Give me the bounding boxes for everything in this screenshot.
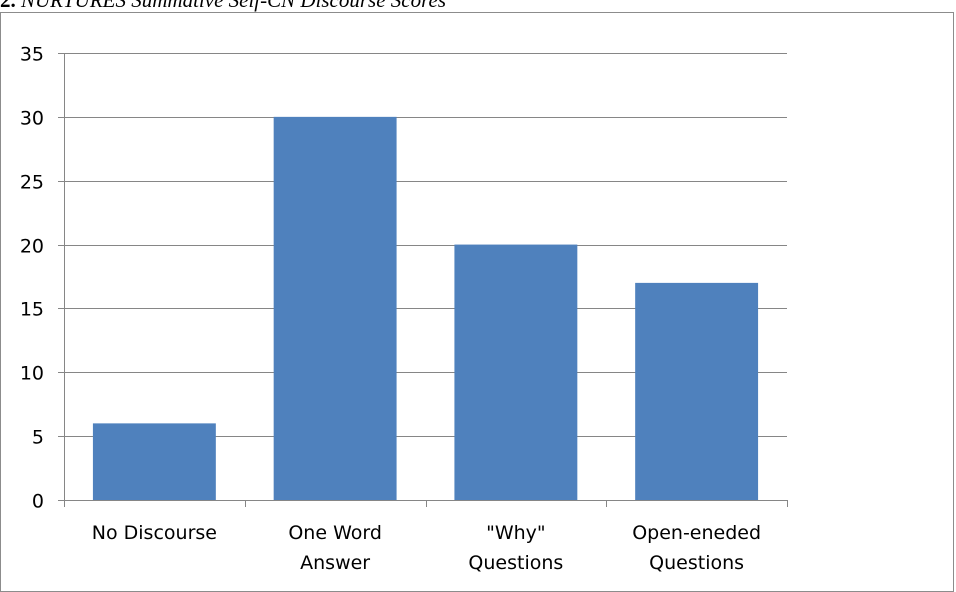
y-tick-label: 20: [20, 236, 44, 258]
bar: [635, 282, 759, 500]
y-tick-label: 5: [32, 427, 44, 449]
figure-number: 2.: [0, 0, 16, 12]
x-category-label: Open-eneded Questions: [632, 522, 761, 574]
figure-title: NURTURES Summative Self-CN Discourse Sco…: [21, 0, 447, 12]
y-tick-label: 10: [20, 363, 44, 385]
bar: [454, 244, 578, 500]
x-category-label: No Discourse: [92, 522, 217, 544]
bars: [92, 116, 759, 500]
x-category-label: One Word Answer: [288, 522, 382, 574]
y-tick-label: 0: [32, 491, 44, 513]
y-tick-label: 35: [20, 44, 44, 66]
figure-caption: 2. NURTURES Summative Self-CN Discourse …: [0, 0, 956, 14]
x-category-label: "Why" Questions: [468, 522, 563, 574]
y-tick-label: 25: [20, 172, 44, 194]
bar: [273, 116, 397, 500]
y-tick-labels: 0 5 10 15 20 25 30 35: [20, 44, 44, 513]
y-tick-label: 30: [20, 108, 44, 130]
axes: [64, 53, 788, 507]
bar: [92, 423, 216, 500]
y-tick-label: 15: [20, 299, 44, 321]
x-category-labels: No Discourse One Word Answer "Why" Questions…: [92, 522, 761, 574]
